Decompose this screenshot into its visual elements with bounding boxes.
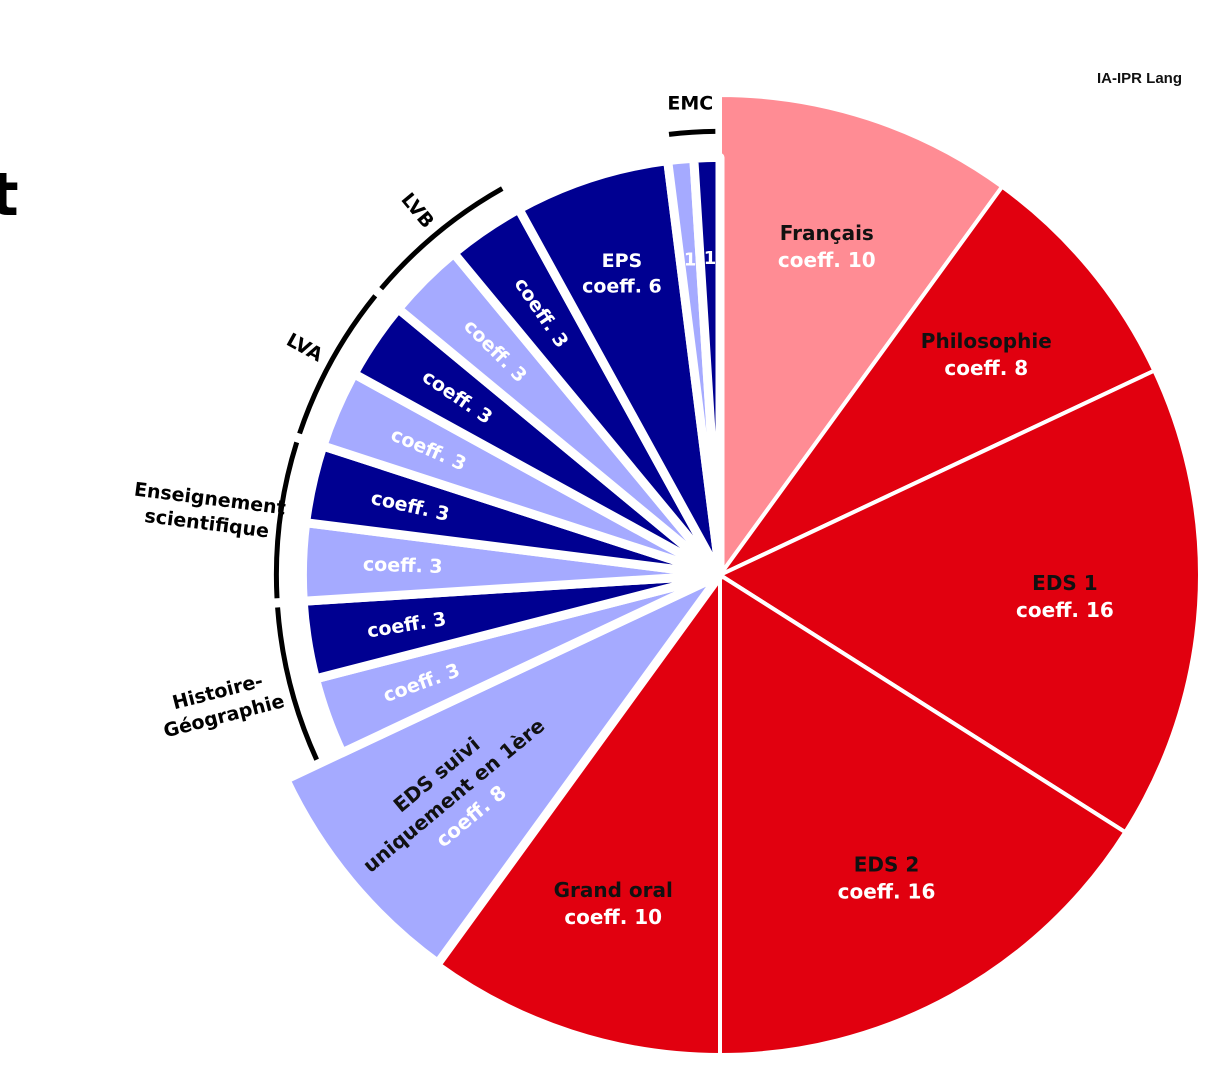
slice-coeff-label: 1 [684, 249, 697, 270]
pie-slices [281, 93, 1202, 1057]
slice-name-label: Philosophie [921, 329, 1052, 353]
pie-slice-15-eps [514, 156, 725, 580]
group-label-emc: EMC [667, 92, 713, 114]
pie-slice-1-francais [718, 93, 1005, 577]
slice-coeff-label: coeff. 16 [1016, 598, 1114, 622]
slice-label-group-1: Français coeff. 10 [778, 221, 876, 272]
group-name-line: EMC [667, 92, 713, 114]
slice-coeff-label: 1 [704, 248, 717, 269]
slice-name-label: Français [780, 221, 874, 245]
pie-slice-4-eds-2 [718, 573, 1128, 1057]
pie-slice-2-philosophie [718, 184, 1157, 577]
header-note: IA-IPR Lang [1097, 70, 1182, 87]
group-bracket-enseignement-scientifique [273, 441, 300, 599]
slice-coeff-label: coeff. 6 [582, 276, 662, 298]
slice-label-group-15: EPS coeff. 6 [582, 250, 662, 298]
pie-slice-3-eds-1 [718, 368, 1202, 835]
slice-label-group-9: coeff. 3 [363, 553, 443, 577]
cropped-title-glyph: t [0, 160, 19, 230]
slice-coeff-label: coeff. 8 [944, 356, 1028, 380]
group-bracket-emc [668, 128, 716, 137]
slice-label-group-4: EDS 2 coeff. 16 [838, 852, 936, 903]
slice-coeff-label: coeff. 16 [838, 879, 936, 903]
slice-name-label: EDS 2 [854, 852, 920, 876]
group-name-line: LVA [283, 329, 327, 367]
group-label-histoire-geographie: Histoire-Géographie [161, 670, 286, 742]
group-name-line: LVB [397, 189, 439, 233]
group-label-lvb: LVB [397, 189, 439, 233]
slice-coeff-label: coeff. 10 [778, 248, 876, 272]
pie-slice-5-grand-oral [435, 573, 722, 1057]
slice-coeff-label: coeff. 10 [564, 905, 662, 929]
group-brackets [273, 128, 716, 761]
pie-slice-6-eds-suivi-uniquement-en-1ere [281, 570, 725, 968]
slice-name-label: Grand oral [554, 878, 673, 902]
group-label-lva: LVA [283, 329, 327, 367]
pie-slice-17 [689, 152, 725, 580]
slice-coeff-label: coeff. 3 [363, 553, 443, 577]
slice-label-group-3: EDS 1 coeff. 16 [1016, 571, 1114, 622]
slice-label-group-16: 1 [684, 249, 697, 270]
slice-label-group-17: 1 [704, 248, 717, 269]
group-bracket-histoire-geographie [275, 607, 319, 761]
slice-name-label: EDS 1 [1032, 571, 1098, 595]
slice-label-group-5: Grand oral coeff. 10 [554, 878, 673, 929]
slice-name-label: EPS [602, 250, 643, 272]
group-bracket-lva [297, 294, 378, 435]
group-bracket-lvb [379, 186, 504, 291]
slice-label-group-2: Philosophie coeff. 8 [921, 329, 1052, 380]
